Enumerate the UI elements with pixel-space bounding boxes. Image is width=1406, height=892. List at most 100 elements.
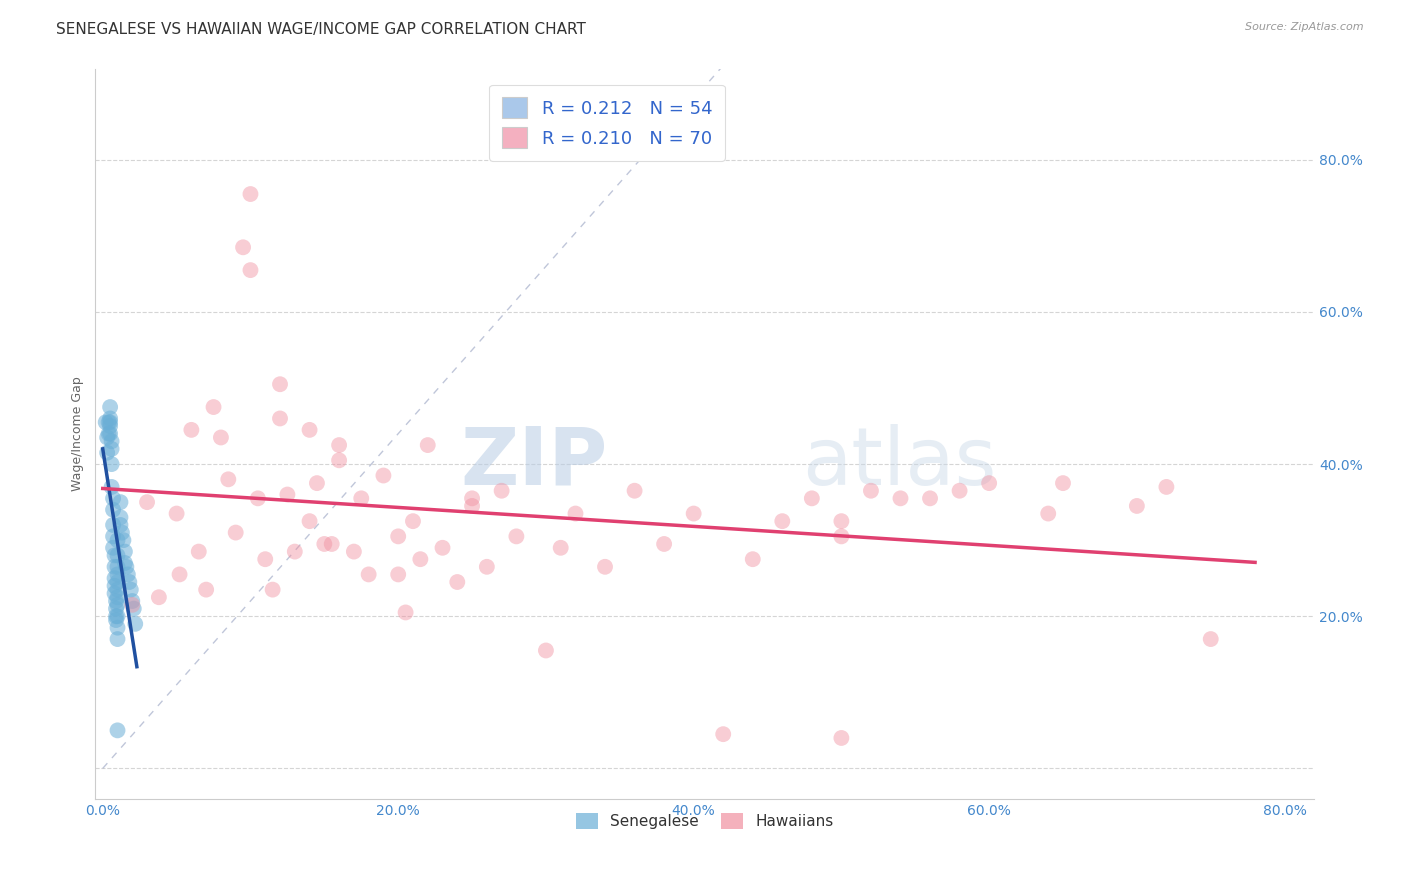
Point <box>305 476 328 491</box>
Point <box>948 483 970 498</box>
Point <box>202 400 225 414</box>
Point <box>239 263 262 277</box>
Point <box>107 567 129 582</box>
Point <box>101 541 124 555</box>
Point <box>101 529 124 543</box>
Point <box>475 559 498 574</box>
Point <box>387 567 409 582</box>
Point <box>103 586 125 600</box>
Point <box>209 430 232 444</box>
Point <box>262 582 284 597</box>
Point <box>118 574 141 589</box>
Point <box>148 591 170 605</box>
Y-axis label: Wage/Income Gap: Wage/Income Gap <box>72 376 84 491</box>
Point <box>232 240 254 254</box>
Point <box>534 643 557 657</box>
Point <box>107 574 129 589</box>
Point <box>328 438 350 452</box>
Point <box>117 567 139 582</box>
Point <box>416 438 439 452</box>
Point <box>269 377 291 392</box>
Point <box>103 571 125 585</box>
Point <box>446 574 468 589</box>
Point <box>122 601 145 615</box>
Point <box>432 541 454 555</box>
Point <box>682 507 704 521</box>
Point <box>564 507 586 521</box>
Point <box>107 632 129 646</box>
Text: ZIP: ZIP <box>460 424 607 502</box>
Point <box>979 476 1001 491</box>
Point <box>461 499 484 513</box>
Point <box>1126 499 1149 513</box>
Point <box>169 567 191 582</box>
Point <box>100 480 122 494</box>
Point <box>98 415 121 429</box>
Point <box>830 514 852 528</box>
Point <box>107 533 129 548</box>
Point <box>246 491 269 506</box>
Point <box>225 525 247 540</box>
Point <box>350 491 373 506</box>
Point <box>187 544 209 558</box>
Point <box>101 491 124 506</box>
Point <box>110 510 132 524</box>
Point <box>120 582 142 597</box>
Point <box>110 518 132 533</box>
Point <box>1156 480 1178 494</box>
Legend: Senegalese, Hawaiians: Senegalese, Hawaiians <box>569 806 839 835</box>
Point <box>1199 632 1222 646</box>
Point <box>112 533 135 548</box>
Point <box>387 529 409 543</box>
Point <box>343 544 366 558</box>
Point <box>105 609 128 624</box>
Point <box>103 559 125 574</box>
Point <box>107 609 129 624</box>
Point <box>1052 476 1074 491</box>
Point <box>276 487 298 501</box>
Point <box>107 549 129 563</box>
Point <box>402 514 425 528</box>
Point <box>98 400 121 414</box>
Point <box>98 411 121 425</box>
Point <box>859 483 882 498</box>
Point <box>830 529 852 543</box>
Point <box>394 606 416 620</box>
Point <box>94 415 117 429</box>
Point <box>107 591 129 605</box>
Point <box>284 544 307 558</box>
Point <box>217 472 239 486</box>
Point <box>96 446 118 460</box>
Point <box>98 426 121 441</box>
Point <box>409 552 432 566</box>
Point <box>97 426 120 441</box>
Point <box>114 544 136 558</box>
Point <box>115 559 138 574</box>
Point <box>357 567 380 582</box>
Point <box>623 483 645 498</box>
Point <box>1038 507 1060 521</box>
Point <box>180 423 202 437</box>
Point <box>121 594 143 608</box>
Point <box>101 518 124 533</box>
Point <box>98 419 121 434</box>
Point <box>652 537 675 551</box>
Text: SENEGALESE VS HAWAIIAN WAGE/INCOME GAP CORRELATION CHART: SENEGALESE VS HAWAIIAN WAGE/INCOME GAP C… <box>56 22 586 37</box>
Point <box>505 529 527 543</box>
Point <box>166 507 188 521</box>
Point <box>114 556 136 570</box>
Point <box>800 491 823 506</box>
Point <box>101 502 124 516</box>
Point <box>136 495 159 509</box>
Point <box>124 616 146 631</box>
Point <box>107 598 129 612</box>
Point <box>107 582 129 597</box>
Point <box>269 411 291 425</box>
Point <box>103 579 125 593</box>
Point <box>298 514 321 528</box>
Point <box>97 415 120 429</box>
Point <box>741 552 763 566</box>
Point <box>110 495 132 509</box>
Point <box>254 552 277 566</box>
Point <box>770 514 793 528</box>
